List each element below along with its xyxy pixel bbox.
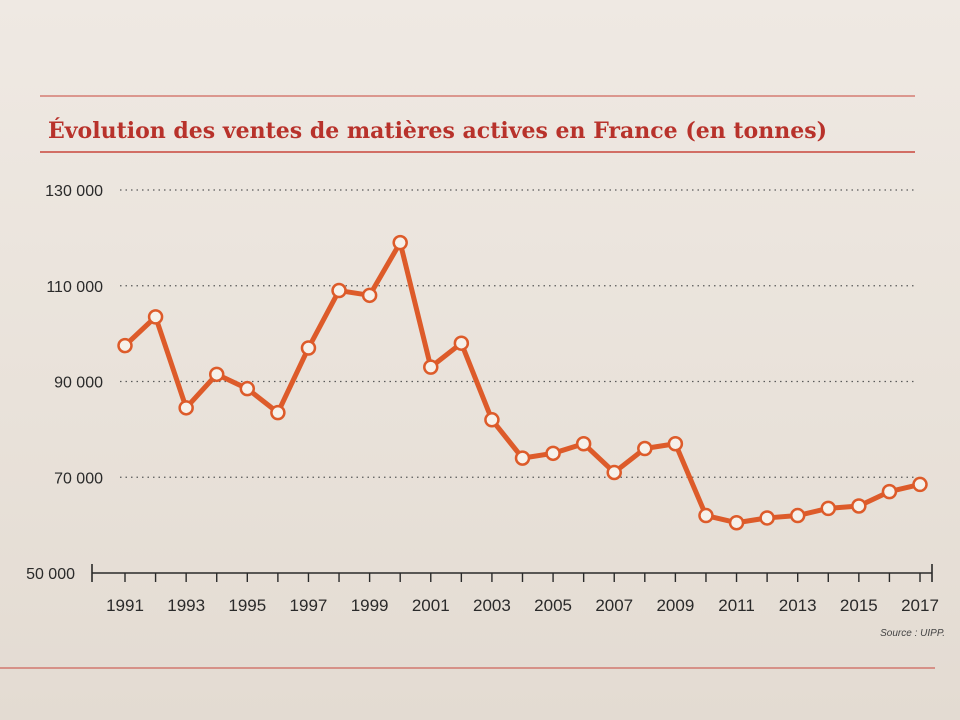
data-point [453,335,470,351]
x-tick-label: 2017 [901,596,939,615]
x-tick-label: 2015 [840,596,878,615]
x-tick-label: 2005 [534,596,572,615]
data-point [514,450,531,466]
x-tick-label: 1997 [290,596,328,615]
y-axis-ticks: 50 000 70 000 90 000 110 000 130 000 [26,183,103,583]
gridlines [120,189,915,478]
source-note: Source : UIPP. [880,628,945,639]
data-point [575,435,592,452]
data-point [637,440,653,457]
data-point [331,282,347,299]
x-tick-label: 1999 [351,596,389,615]
data-point [208,366,225,383]
y-tick-label: 70 000 [54,470,103,487]
x-tick-label: 1991 [106,596,144,615]
y-tick-label: 130 000 [45,183,103,200]
data-point [178,400,194,416]
y-tick-label: 110 000 [46,279,103,296]
data-point [851,498,867,514]
chart-title: Évolution des ventes de matières actives… [48,117,827,144]
data-point [912,476,928,493]
data-point [484,412,500,428]
data-point [147,309,164,325]
data-point [423,359,439,375]
data-point [361,287,378,304]
data-point [117,337,133,354]
data-series [117,234,928,531]
x-tick-label: 2003 [473,596,511,615]
data-point [606,464,622,481]
x-tick-label: 1995 [228,596,266,615]
data-point [392,234,408,251]
x-tick-label: 2009 [656,596,694,615]
data-point [545,445,561,462]
x-tick-label: 1993 [167,596,205,615]
data-point [789,507,806,524]
x-axis: 1991 1993 1995 1997 1999 2001 2003 2005 2007 2009… [91,564,939,615]
y-tick-label: 90 000 [54,375,103,392]
data-point [759,510,775,526]
x-tick-label: 2011 [718,596,755,615]
x-tick-label: 2007 [595,596,633,615]
data-point [270,404,286,421]
data-point [820,500,837,517]
data-point [698,507,714,524]
data-point [667,435,684,452]
data-point [300,340,317,356]
x-tick-label: 2001 [412,596,450,615]
data-point [881,483,898,500]
data-point [239,380,256,397]
x-tick-label: 2013 [779,596,817,615]
data-point [728,514,745,531]
y-tick-label: 50 000 [26,566,75,583]
